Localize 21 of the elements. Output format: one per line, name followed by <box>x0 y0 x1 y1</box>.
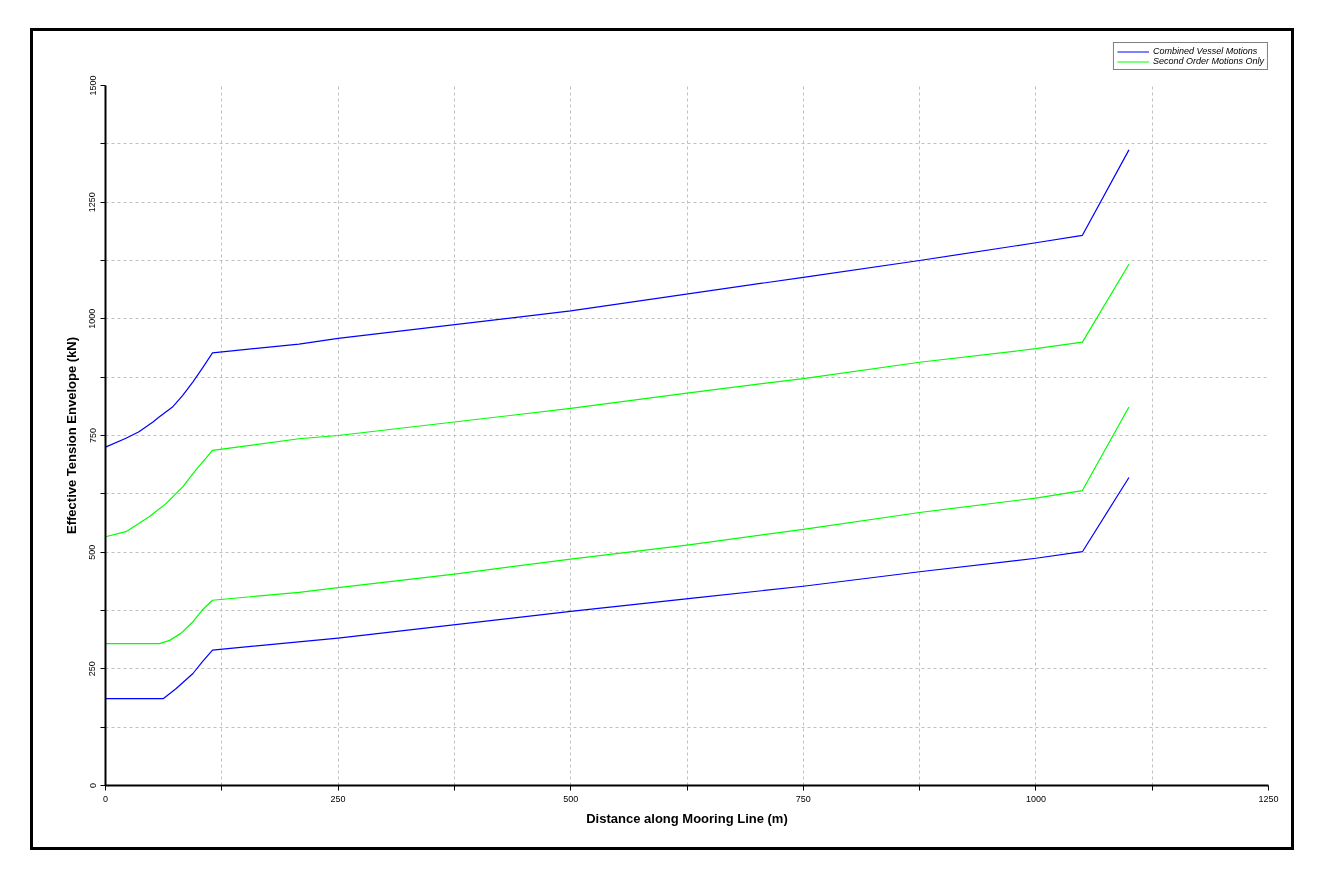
y-tick-label: 1250 <box>87 192 98 213</box>
legend-label: Combined Vessel Motions <box>1152 46 1258 56</box>
x-tick-label: 1000 <box>1025 793 1046 804</box>
y-tick-label: 1000 <box>87 308 98 329</box>
x-tick-label: 750 <box>795 793 811 804</box>
y-tick-label: 0 <box>87 782 98 788</box>
line-series <box>105 406 1130 645</box>
y-tick-label: 750 <box>87 427 98 444</box>
x-tick-label: 250 <box>330 793 346 804</box>
x-tick-label: 0 <box>103 793 109 804</box>
y-tick-label: 250 <box>87 661 98 677</box>
line-series <box>105 263 1130 538</box>
x-tick-label: 1250 <box>1258 793 1279 804</box>
legend-label: Second Order Motions Only <box>1152 56 1264 66</box>
x-tick-label: 500 <box>563 793 579 804</box>
y-tick-label: 500 <box>87 544 98 560</box>
y-axis-title: Effective Tension Envelope (kN) <box>63 337 79 534</box>
y-tick-label: 1500 <box>87 75 98 96</box>
line-series <box>105 476 1130 700</box>
x-axis-title: Distance along Mooring Line (m) <box>586 810 788 826</box>
line-series <box>105 149 1130 448</box>
